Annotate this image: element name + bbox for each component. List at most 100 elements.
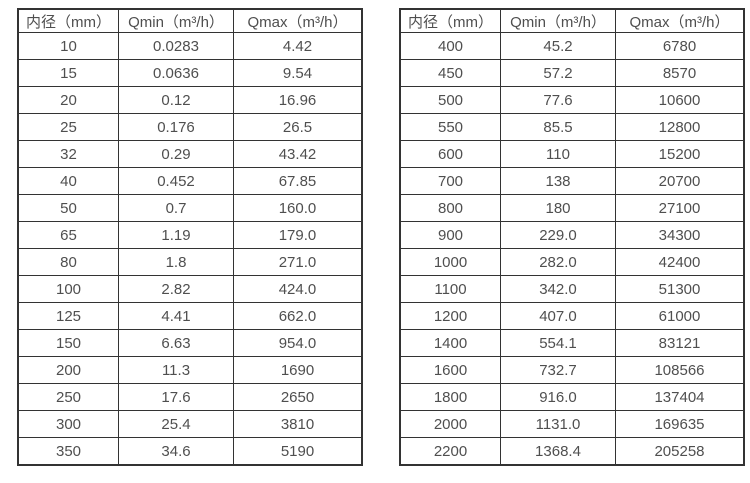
cell: 10: [17, 32, 119, 60]
cell: 500: [399, 86, 501, 114]
cell: 0.176: [118, 113, 234, 141]
cell: 1368.4: [500, 437, 616, 466]
cell: 80: [17, 248, 119, 276]
table-row: 1100 342.0 51300: [399, 275, 745, 303]
cell: 732.7: [500, 356, 616, 384]
table-row: 400 45.2 6780: [399, 32, 745, 60]
cell: 20700: [615, 167, 745, 195]
table-row: 1400 554.1 83121: [399, 329, 745, 357]
cell: 50: [17, 194, 119, 222]
table-row: 200 11.3 1690: [17, 356, 363, 384]
cell: 1200: [399, 302, 501, 330]
cell: 1800: [399, 383, 501, 411]
cell: 550: [399, 113, 501, 141]
cell: 34.6: [118, 437, 234, 466]
cell: 27100: [615, 194, 745, 222]
table-row: 20 0.12 16.96: [17, 86, 363, 114]
column-header: Qmax（m³/h）: [233, 8, 363, 33]
table-row: 1000 282.0 42400: [399, 248, 745, 276]
cell: 15200: [615, 140, 745, 168]
table-row: 65 1.19 179.0: [17, 221, 363, 249]
cell: 43.42: [233, 140, 363, 168]
cell: 2650: [233, 383, 363, 411]
cell: 8570: [615, 59, 745, 87]
table-row: 125 4.41 662.0: [17, 302, 363, 330]
cell: 10600: [615, 86, 745, 114]
cell: 0.452: [118, 167, 234, 195]
cell: 15: [17, 59, 119, 87]
table-row: 800 180 27100: [399, 194, 745, 222]
cell: 40: [17, 167, 119, 195]
cell: 169635: [615, 410, 745, 438]
cell: 271.0: [233, 248, 363, 276]
cell: 700: [399, 167, 501, 195]
cell: 9.54: [233, 59, 363, 87]
table-row: 450 57.2 8570: [399, 59, 745, 87]
cell: 34300: [615, 221, 745, 249]
cell: 0.29: [118, 140, 234, 168]
cell: 407.0: [500, 302, 616, 330]
cell: 916.0: [500, 383, 616, 411]
cell: 51300: [615, 275, 745, 303]
cell: 83121: [615, 329, 745, 357]
cell: 400: [399, 32, 501, 60]
table-row: 550 85.5 12800: [399, 113, 745, 141]
cell: 20: [17, 86, 119, 114]
flow-table-small-diameters: 内径（mm） Qmin（m³/h） Qmax（m³/h） 10 0.0283 4.42 15…: [17, 8, 363, 466]
flow-range-tables: 内径（mm） Qmin（m³/h） Qmax（m³/h） 10 0.0283 4.42 15…: [17, 8, 745, 466]
cell: 250: [17, 383, 119, 411]
cell: 600: [399, 140, 501, 168]
cell: 900: [399, 221, 501, 249]
cell: 450: [399, 59, 501, 87]
flow-table-large-diameters: 内径（mm） Qmin（m³/h） Qmax（m³/h） 400 45.2 6780 450…: [399, 8, 745, 466]
header-row: 内径（mm） Qmin（m³/h） Qmax（m³/h）: [17, 8, 363, 33]
column-header: 内径（mm）: [17, 8, 119, 33]
table-row: 100 2.82 424.0: [17, 275, 363, 303]
table-row: 2200 1368.4 205258: [399, 437, 745, 466]
table-row: 25 0.176 26.5: [17, 113, 363, 141]
cell: 61000: [615, 302, 745, 330]
cell: 45.2: [500, 32, 616, 60]
cell: 137404: [615, 383, 745, 411]
table-row: 250 17.6 2650: [17, 383, 363, 411]
cell: 17.6: [118, 383, 234, 411]
table-row: 10 0.0283 4.42: [17, 32, 363, 60]
cell: 6.63: [118, 329, 234, 357]
cell: 65: [17, 221, 119, 249]
cell: 138: [500, 167, 616, 195]
cell: 282.0: [500, 248, 616, 276]
cell: 25.4: [118, 410, 234, 438]
cell: 85.5: [500, 113, 616, 141]
table-row: 1200 407.0 61000: [399, 302, 745, 330]
cell: 6780: [615, 32, 745, 60]
cell: 1.8: [118, 248, 234, 276]
table-row: 700 138 20700: [399, 167, 745, 195]
table-row: 40 0.452 67.85: [17, 167, 363, 195]
column-header: 内径（mm）: [399, 8, 501, 33]
cell: 3810: [233, 410, 363, 438]
cell: 150: [17, 329, 119, 357]
cell: 205258: [615, 437, 745, 466]
cell: 4.42: [233, 32, 363, 60]
cell: 300: [17, 410, 119, 438]
cell: 662.0: [233, 302, 363, 330]
cell: 1100: [399, 275, 501, 303]
cell: 179.0: [233, 221, 363, 249]
cell: 350: [17, 437, 119, 466]
table-row: 900 229.0 34300: [399, 221, 745, 249]
table-row: 1600 732.7 108566: [399, 356, 745, 384]
cell: 424.0: [233, 275, 363, 303]
cell: 108566: [615, 356, 745, 384]
cell: 200: [17, 356, 119, 384]
cell: 42400: [615, 248, 745, 276]
cell: 11.3: [118, 356, 234, 384]
table-row: 15 0.0636 9.54: [17, 59, 363, 87]
cell: 26.5: [233, 113, 363, 141]
cell: 77.6: [500, 86, 616, 114]
cell: 1131.0: [500, 410, 616, 438]
cell: 57.2: [500, 59, 616, 87]
cell: 32: [17, 140, 119, 168]
table-row: 500 77.6 10600: [399, 86, 745, 114]
cell: 125: [17, 302, 119, 330]
cell: 0.0283: [118, 32, 234, 60]
